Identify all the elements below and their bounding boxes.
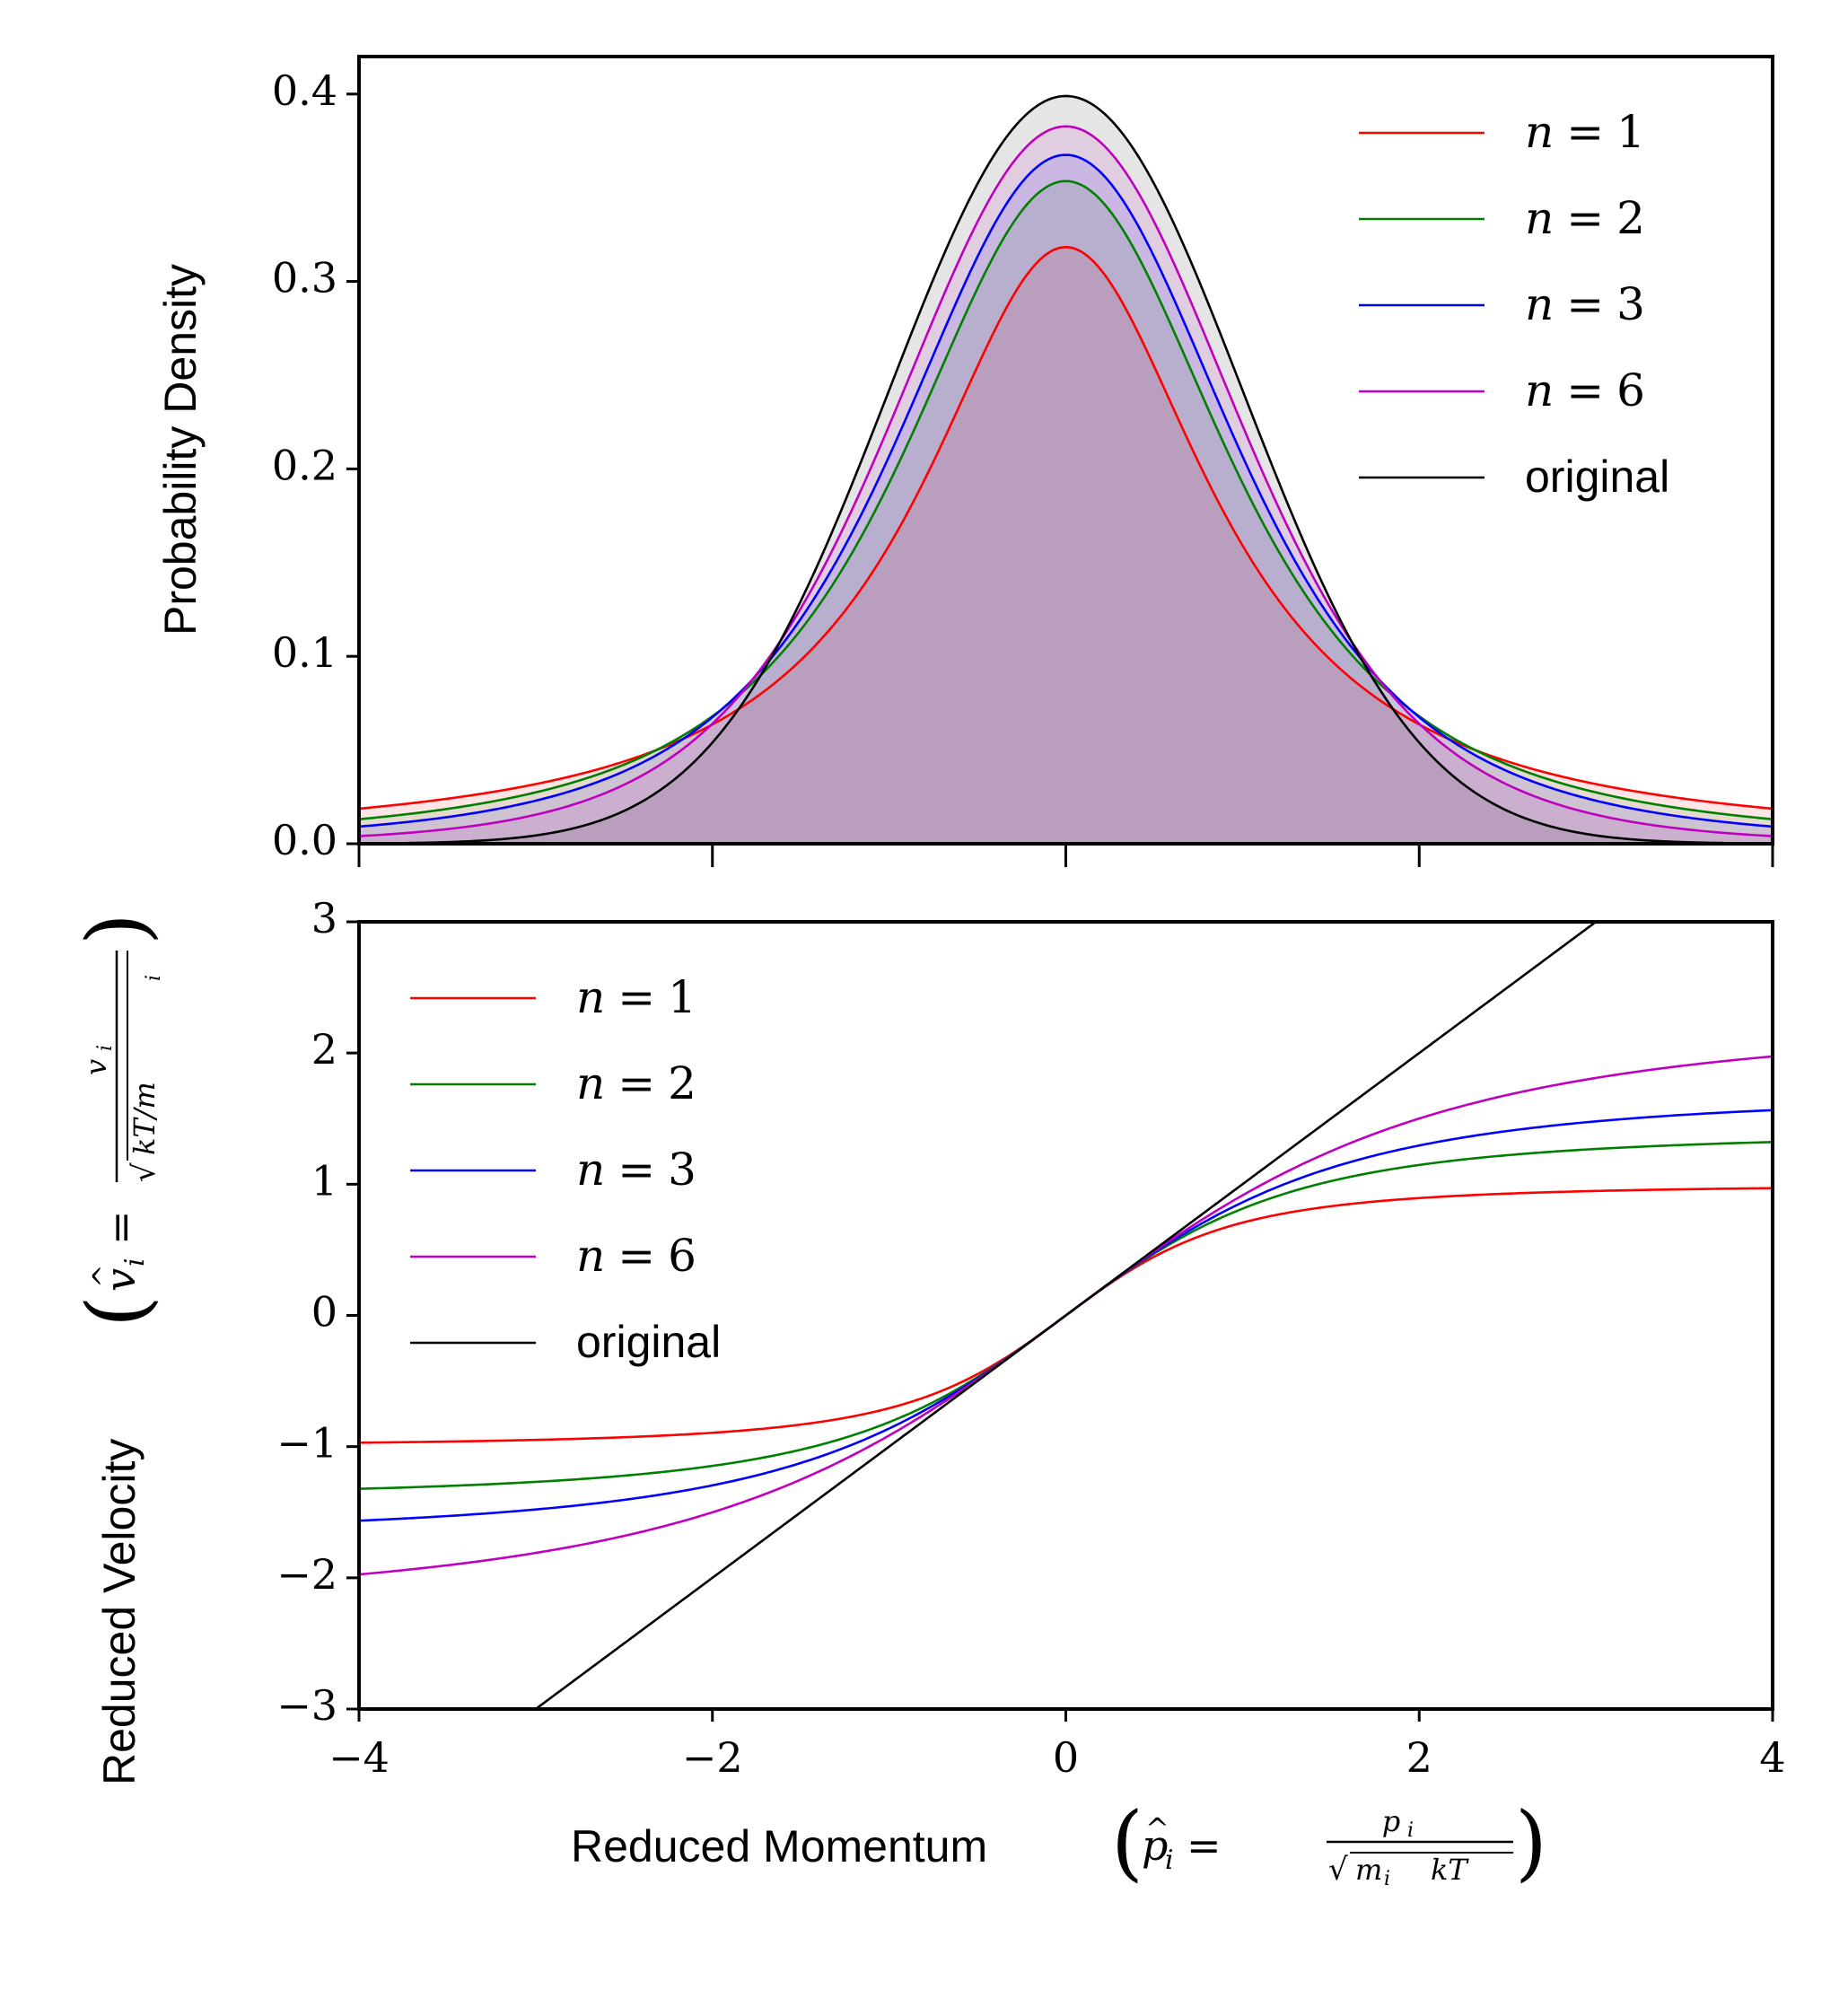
y-label-den-sub: i [143, 975, 165, 981]
y-label-num-v: v [79, 1059, 113, 1075]
top-fills [359, 95, 1773, 844]
top-axes-frame [357, 55, 1774, 846]
x-label-lhs-sub: i [1165, 1845, 1174, 1876]
bottom-axes-frame [357, 920, 1774, 1711]
bottom-lines [359, 922, 1773, 1709]
y-label-close-paren: ) [69, 913, 165, 945]
top-fill-n6 [359, 126, 1773, 844]
top-lines [359, 94, 1773, 844]
x-label-close-paren: ) [1515, 1794, 1547, 1890]
y-label-equals: = [96, 1210, 145, 1245]
bottom-panel: −3 −2 −1 0 1 2 3 −4 −2 0 2 4 n = 1 n = 2 n = 3 n = 6 original R… [69, 894, 1786, 1890]
top-ytick-label: 0.3 [272, 254, 337, 302]
top-fill-original [359, 95, 1773, 844]
bottom-xtick-label: −4 [328, 1733, 390, 1782]
bottom-xtick-label: 0 [1053, 1733, 1079, 1782]
y-label-den-kT-over-m: kT/m [127, 1082, 162, 1155]
x-label-den-m-sub: i [1384, 1868, 1390, 1890]
legend-label: n = 3 [576, 1144, 696, 1196]
y-label-lhs-sub: i [119, 1258, 151, 1267]
legend-label: n = 1 [576, 971, 696, 1023]
top-line-n1 [359, 246, 1773, 811]
top-line-original [359, 94, 1773, 844]
top-line-n2 [359, 180, 1773, 820]
legend-label: n = 3 [1525, 278, 1645, 330]
x-label-num-p: p [1382, 1804, 1400, 1838]
x-label-lhs-hat: ^ [1145, 1811, 1169, 1845]
legend-label: n = 2 [1525, 192, 1645, 244]
top-ytick-label: 0.0 [272, 816, 337, 864]
bottom-ytick-label: 2 [311, 1025, 337, 1074]
legend-label: n = 1 [1525, 106, 1645, 158]
x-axis-label: Reduced Momentum ( p ^ i = p i √ m i kT … [571, 1794, 1547, 1890]
top-line-n3 [359, 153, 1773, 828]
top-line-n6 [359, 125, 1773, 837]
y-label-open-paren: ( [69, 1295, 165, 1328]
top-ytick-label: 0.4 [272, 66, 337, 115]
bottom-legend: n = 1 n = 2 n = 3 n = 6 original [410, 971, 721, 1367]
bottom-ytick-label: −2 [276, 1550, 337, 1599]
y-axis-label-text: Reduced Velocity [94, 1439, 145, 1785]
top-ytick-label: 0.2 [272, 441, 337, 489]
y-label-lhs-v: v [96, 1268, 145, 1292]
y-label-den-sqrt: √ [127, 1162, 162, 1182]
x-label-num-sub: i [1407, 1819, 1414, 1842]
top-legend: n = 1 n = 2 n = 3 n = 6 original [1359, 106, 1669, 502]
bottom-ytick-label: 1 [311, 1156, 337, 1205]
bottom-ytick-label: 3 [311, 894, 337, 942]
top-fill-n2 [359, 180, 1773, 844]
top-panel: 0.00.10.20.30.4 Probability Density n = 1n… [155, 55, 1774, 867]
bottom-xtick-label: 4 [1759, 1733, 1785, 1782]
top-y-axis-label: Probability Density [155, 264, 206, 635]
bottom-ytick-label: −1 [276, 1419, 337, 1468]
x-label-lhs-p: p [1142, 1821, 1168, 1870]
top-ytick-label: 0.1 [272, 628, 337, 677]
legend-label: n = 6 [576, 1230, 696, 1282]
top-ticks: 0.0 0.1 0.2 0.3 0.4 [272, 66, 1774, 867]
legend-label: original [576, 1317, 721, 1367]
x-label-open-paren: ( [1111, 1794, 1143, 1890]
x-label-den-sqrt: √ [1328, 1852, 1348, 1888]
bottom-xtick-label: −2 [682, 1733, 743, 1782]
y-label-lhs-hat: ^ [86, 1264, 120, 1288]
x-label-den-m: m [1355, 1853, 1382, 1887]
bottom-xtick-label: 2 [1406, 1733, 1432, 1782]
bottom-line-original [533, 922, 1598, 1709]
legend-label: original [1525, 451, 1669, 502]
x-label-den-kT: kT [1431, 1853, 1469, 1887]
y-label-num-sub: i [94, 1045, 117, 1051]
bottom-ticks: −3 −2 −1 0 1 2 3 −4 −2 0 2 4 [276, 894, 1785, 1782]
y-axis-label: Reduced Velocity ( v ^ i = v i √ kT/m i … [69, 913, 165, 1785]
legend-label: n = 2 [576, 1057, 696, 1109]
top-fill-n1 [359, 247, 1773, 844]
x-label-equals: = [1187, 1821, 1222, 1870]
x-axis-label-text: Reduced Momentum [571, 1821, 987, 1871]
bottom-ytick-label: 0 [311, 1288, 337, 1337]
legend-label: n = 6 [1525, 364, 1645, 416]
bottom-ytick-label: −3 [276, 1681, 337, 1730]
top-fill-n3 [359, 154, 1773, 844]
